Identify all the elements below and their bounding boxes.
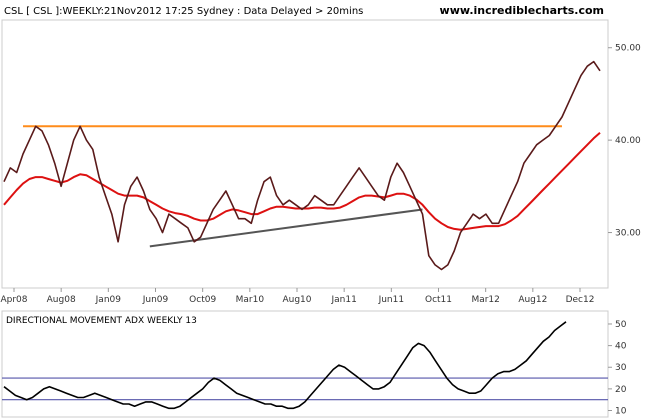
adx-reference-lines (2, 377, 608, 401)
adx-y-tick-label: 30 (615, 363, 627, 373)
price-series-group (3, 60, 601, 271)
price-x-axis: Apr08 Aug08 Jan09 Jun09 Oct09 Mar10 Aug10 Jan11… (0, 288, 594, 305)
x-tick-label: Jan09 (95, 295, 122, 305)
price-y-tick-label: 30.00 (615, 229, 641, 239)
adx-panel-frame (1, 310, 609, 418)
adx-series-group (3, 321, 567, 410)
adx-y-axis: 10 20 30 40 50 (608, 320, 627, 417)
price-panel-frame (1, 19, 609, 289)
x-tick-label: Jun11 (378, 295, 405, 305)
brand-link[interactable]: www.incrediblecharts.com (440, 4, 604, 17)
x-tick-label: Jun09 (142, 295, 169, 305)
adx-title: DIRECTIONAL MOVEMENT ADX WEEKLY 13 (6, 316, 197, 326)
x-tick-label: Aug08 (47, 295, 76, 305)
price-y-axis: 30.00 40.00 50.00 (608, 44, 641, 239)
x-tick-label: Dec12 (566, 295, 595, 305)
series-price (3, 60, 601, 271)
price-y-tick-label: 50.00 (615, 44, 641, 54)
x-tick-label: Oct11 (425, 295, 452, 305)
series-adx (3, 321, 567, 410)
chart-title: CSL [ CSL ]:WEEKLY:21Nov2012 17:25 Sydne… (4, 6, 363, 17)
price-y-tick-label: 40.00 (615, 136, 641, 146)
adx-y-tick-label: 20 (615, 385, 627, 395)
x-tick-label: Oct09 (189, 295, 216, 305)
x-tick-label: Mar12 (471, 295, 499, 305)
adx-y-tick-label: 40 (615, 342, 627, 352)
adx-y-tick-label: 50 (615, 320, 627, 330)
x-tick-label: Apr08 (0, 295, 27, 305)
x-tick-label: Aug10 (282, 295, 311, 305)
x-tick-label: Aug12 (518, 295, 547, 305)
price-panel: Apr08 Aug08 Jan09 Jun09 Oct09 Mar10 Aug10 Jan11… (0, 19, 641, 305)
x-tick-label: Mar10 (236, 295, 265, 305)
adx-y-tick-label: 10 (615, 407, 627, 417)
x-tick-label: Jan11 (331, 295, 357, 305)
adx-panel: DIRECTIONAL MOVEMENT ADX WEEKLY 13 10 20 3… (1, 310, 627, 418)
